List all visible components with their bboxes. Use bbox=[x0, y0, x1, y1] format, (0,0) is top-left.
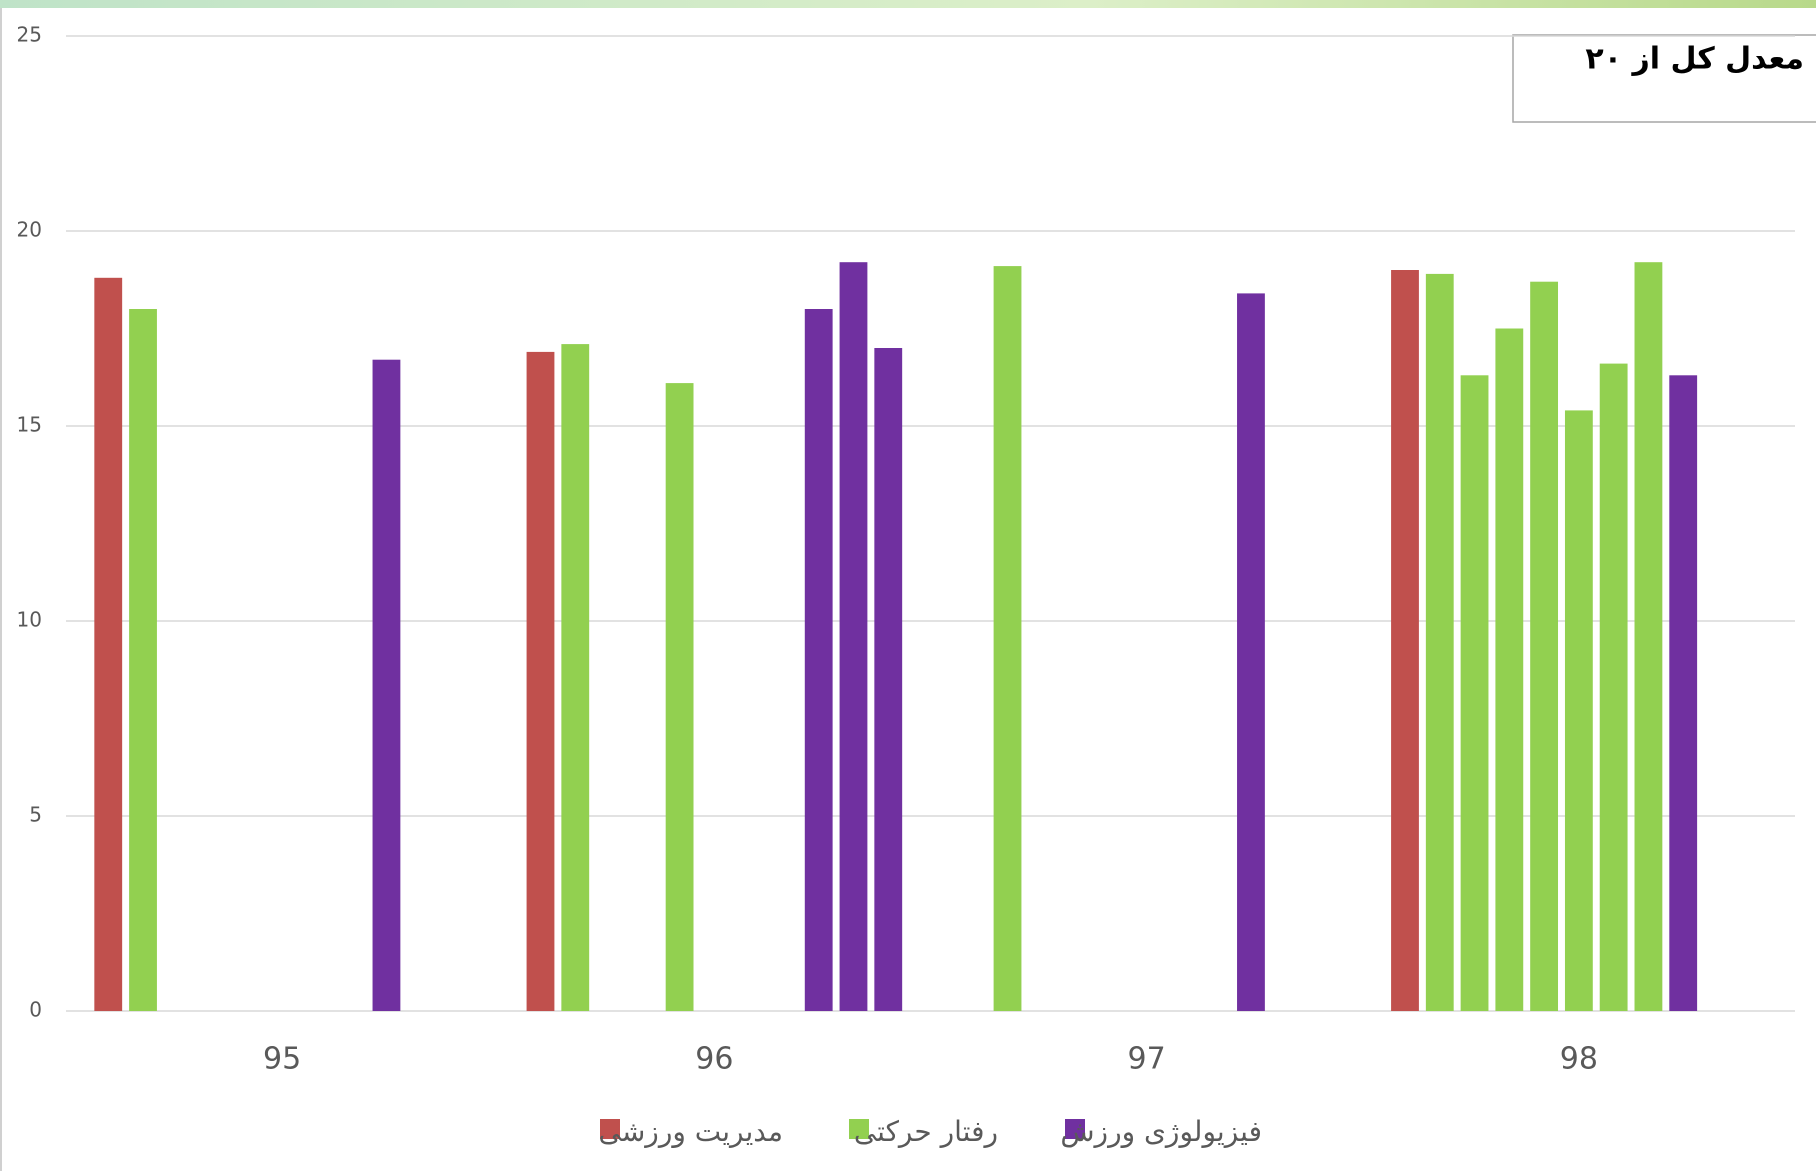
y-tick-label: 15 bbox=[17, 413, 42, 437]
bar bbox=[839, 262, 868, 1011]
bar bbox=[993, 266, 1022, 1012]
x-tick-label: 98 bbox=[1560, 1042, 1598, 1077]
bar bbox=[1564, 410, 1593, 1011]
top-strip bbox=[0, 0, 1816, 8]
legend-swatch bbox=[849, 1119, 869, 1139]
legend-swatch bbox=[600, 1119, 620, 1139]
y-tick-label: 0 bbox=[29, 998, 42, 1022]
bar bbox=[372, 359, 401, 1011]
bar bbox=[526, 351, 555, 1011]
legend-swatch bbox=[1065, 1119, 1085, 1139]
legend-label: رفتار حرکتی bbox=[854, 1115, 998, 1148]
y-tick-label: 20 bbox=[17, 218, 42, 242]
bar bbox=[665, 383, 694, 1012]
bar bbox=[94, 277, 123, 1011]
bar bbox=[804, 309, 833, 1011]
legend-label: مدیریت ورزشی bbox=[599, 1115, 784, 1148]
y-tick-label: 5 bbox=[29, 803, 42, 827]
bar bbox=[1530, 281, 1559, 1011]
chart-title: معدل کل از ۲۰ bbox=[1585, 42, 1804, 77]
bar bbox=[1669, 375, 1698, 1011]
y-tick-label: 25 bbox=[17, 23, 42, 47]
x-tick-label: 96 bbox=[695, 1042, 733, 1077]
title-box bbox=[1512, 34, 1816, 123]
x-tick-label: 97 bbox=[1128, 1042, 1166, 1077]
bar bbox=[1425, 273, 1454, 1011]
y-tick-label: 10 bbox=[17, 608, 42, 632]
bar bbox=[1391, 270, 1419, 1011]
bar bbox=[561, 344, 590, 1012]
bar bbox=[1495, 328, 1524, 1011]
bar bbox=[874, 348, 903, 1011]
legend-label: فیزیولوژی ورزش bbox=[1060, 1115, 1262, 1148]
bar bbox=[1599, 363, 1628, 1012]
bar bbox=[129, 309, 157, 1011]
bar bbox=[1237, 293, 1265, 1011]
bar bbox=[1460, 375, 1489, 1011]
x-tick-label: 95 bbox=[263, 1042, 301, 1077]
bar bbox=[1634, 262, 1663, 1011]
